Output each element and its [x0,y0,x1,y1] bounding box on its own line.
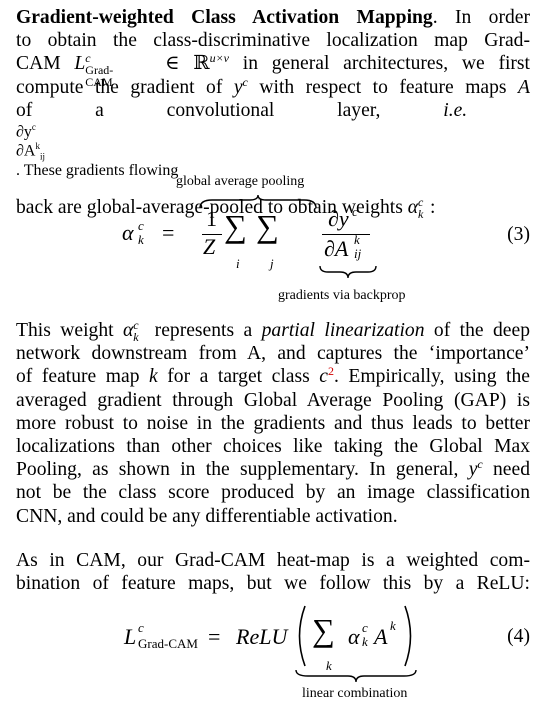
partial-a-sup: k [354,232,360,247]
underbrace-gradients [319,265,377,279]
section-heading: Gradient-weighted Class Activation Mappi… [16,7,433,28]
para2-line6: localizations than other choices like ta… [16,436,530,458]
sigma-i: ∑ [224,208,247,244]
frac-z: Z [203,234,216,259]
equation-number-3: (3) [507,224,530,245]
equation-4: L c Grad-CAM = ReLU ∑ k α c k A k linear… [16,602,530,701]
equals-sign-4: = [208,624,221,649]
para2-line4: averaged gradient through Global Average… [16,389,530,411]
partial-a-denominator: ∂A [324,236,349,261]
index-j: j [270,256,274,271]
equation-3: global average pooling α c k = 1 Z ∑ ∑ i… [16,174,530,314]
equals-sign: = [162,220,175,245]
alpha-lhs-sup: c [138,218,144,233]
para2-line3: of feature map k for a target class c2. … [16,364,530,388]
footnote-marker[interactable]: 2 [327,364,334,379]
l-gradcam: L [124,624,137,649]
frac-bar-1-over-z [202,234,222,235]
sigma-j: ∑ [256,208,279,244]
sigma-k: ∑ [312,612,335,648]
right-paren-large [404,605,412,667]
index-i: i [236,256,240,271]
alpha-lhs-sub: k [138,232,144,247]
alpha-lhs: α [122,220,134,245]
para2-line8: not be the class score produced by an im… [16,482,530,504]
para2-line7: Pooling, as shown in the supplementary. … [16,457,530,481]
relu-text: ReLU [236,624,288,649]
equation-number-4: (4) [507,626,530,647]
para3-line1: As in CAM, our Grad-CAM heat-map is a we… [16,550,530,571]
partial-a-sub: ij [354,246,362,261]
overbrace-pooling [199,194,317,209]
partial-y-numerator: ∂y [328,206,349,231]
para1-line2: to obtain the class-discriminative local… [16,30,530,52]
index-k: k [326,658,332,673]
label-linear-combination: linear combination [302,686,408,701]
para2-line9: CNN, and could be any differentiable act… [16,505,398,527]
left-paren-large [298,605,306,667]
frac-one: 1 [206,206,217,231]
alpha-rhs-sup: c [362,620,368,635]
alpha-rhs: α [348,624,360,649]
underbrace-linear-combination [295,669,417,683]
para1-line1: Gradient-weighted Class Activation Mappi… [16,7,530,28]
alpha-rhs-sub: k [362,634,368,649]
a-k-sup: k [390,618,396,633]
l-gradcam-sup: c [138,620,144,635]
l-gradcam-sub: Grad-CAM [138,636,198,651]
label-gradients-via-backprop: gradients via backprop [278,288,406,303]
a-k: A [374,624,388,649]
paragraph-1: Gradient-weighted Class Activation Mappi… [16,7,531,221]
partial-y-sup: c [352,204,358,219]
para3-line2: bination of feature maps, but we follow … [16,573,530,595]
para1-line5: of a convolutional layer, i.e. [16,99,468,121]
frac-bar-gradient [322,234,370,235]
para1-line6: back are global-average-pooled to obtain… [16,194,436,221]
label-global-average-pooling: global average pooling [176,174,305,189]
para1-line4: compute the gradient of yc with respect … [16,74,530,98]
para2-line2: network downstream from A, and captures … [16,343,530,365]
paragraph-3: As in CAM, our Grad-CAM heat-map is a we… [16,549,530,595]
para2-line5: more robust to noise in the gradients an… [16,412,530,434]
